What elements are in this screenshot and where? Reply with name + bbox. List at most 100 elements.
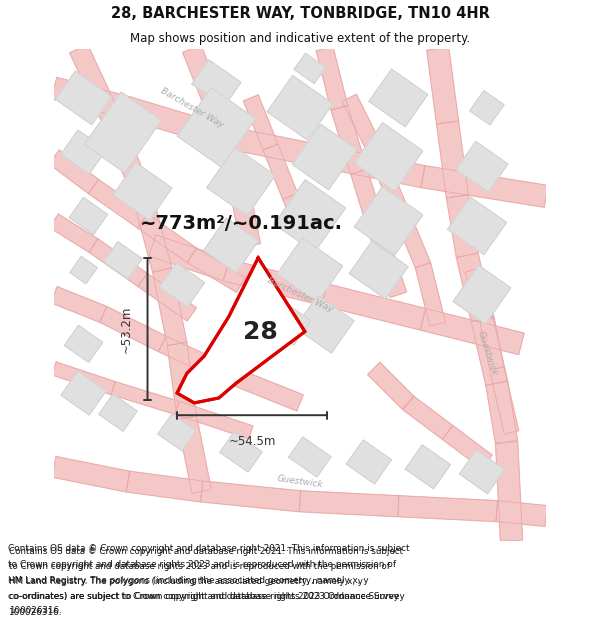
Polygon shape [177, 258, 305, 403]
Polygon shape [471, 317, 508, 386]
Polygon shape [244, 95, 278, 150]
Polygon shape [50, 214, 98, 253]
Text: Contains OS data © Crown copyright and database right 2021. This information is : Contains OS data © Crown copyright and d… [9, 548, 403, 556]
Polygon shape [367, 144, 406, 209]
Polygon shape [70, 44, 122, 127]
Polygon shape [294, 53, 326, 84]
Text: 100026316.: 100026316. [8, 608, 61, 617]
Text: ~773m²/~0.191ac.: ~773m²/~0.191ac. [140, 214, 343, 233]
Polygon shape [133, 194, 172, 272]
Polygon shape [427, 48, 458, 124]
Polygon shape [177, 416, 211, 493]
Polygon shape [232, 194, 260, 248]
Polygon shape [100, 307, 166, 352]
Polygon shape [158, 336, 230, 381]
Polygon shape [52, 362, 115, 394]
Polygon shape [415, 263, 445, 326]
Polygon shape [61, 371, 106, 415]
Text: to Crown copyright and database rights 2023 and is reproduced with the permissio: to Crown copyright and database rights 2… [9, 562, 390, 571]
Polygon shape [496, 501, 547, 526]
Polygon shape [223, 366, 303, 411]
Text: ~53.2m: ~53.2m [120, 306, 133, 352]
Polygon shape [204, 218, 259, 273]
Polygon shape [167, 342, 197, 419]
Polygon shape [490, 367, 518, 434]
Polygon shape [202, 95, 236, 150]
Polygon shape [160, 263, 205, 307]
Polygon shape [138, 273, 196, 321]
Polygon shape [289, 437, 331, 477]
Polygon shape [220, 432, 262, 472]
Polygon shape [175, 401, 253, 439]
Polygon shape [51, 287, 106, 322]
Polygon shape [448, 197, 506, 254]
Polygon shape [368, 362, 414, 409]
Polygon shape [263, 144, 298, 199]
Polygon shape [322, 284, 425, 330]
Polygon shape [299, 491, 399, 517]
Polygon shape [316, 47, 348, 110]
Polygon shape [391, 203, 430, 268]
Text: co-ordinates) are subject to Crown copyright and database rights 2023 Ordnance S: co-ordinates) are subject to Crown copyr… [9, 592, 399, 601]
Polygon shape [104, 119, 152, 200]
Polygon shape [127, 471, 203, 502]
Polygon shape [456, 141, 508, 192]
Text: 28: 28 [243, 319, 278, 344]
Polygon shape [354, 187, 423, 255]
Polygon shape [137, 214, 197, 262]
Text: Barchester Way: Barchester Way [158, 86, 225, 129]
Polygon shape [217, 144, 250, 199]
Polygon shape [113, 162, 172, 220]
Polygon shape [158, 414, 196, 451]
Text: Map shows position and indicative extent of the property.: Map shows position and indicative extent… [130, 31, 470, 44]
Polygon shape [152, 268, 187, 346]
Polygon shape [460, 450, 505, 494]
Polygon shape [354, 122, 423, 191]
Polygon shape [457, 253, 493, 322]
Polygon shape [346, 440, 391, 484]
Text: HM Land Registry. The polygons (including the associated geometry, namely x, y: HM Land Registry. The polygons (includin… [9, 577, 363, 586]
Text: Contains OS data © Crown copyright and database right 2021. This information is : Contains OS data © Crown copyright and d… [8, 544, 409, 553]
Polygon shape [125, 97, 229, 148]
Polygon shape [421, 166, 548, 208]
Polygon shape [51, 78, 131, 119]
Polygon shape [295, 296, 354, 353]
Polygon shape [349, 241, 408, 299]
Polygon shape [99, 394, 137, 431]
Polygon shape [182, 45, 221, 102]
Polygon shape [277, 238, 343, 302]
Polygon shape [496, 442, 523, 541]
Text: ~54.5m: ~54.5m [229, 435, 276, 448]
Polygon shape [342, 94, 381, 151]
Polygon shape [70, 198, 107, 234]
Polygon shape [224, 259, 327, 306]
Polygon shape [89, 239, 147, 286]
Polygon shape [85, 92, 161, 172]
Polygon shape [479, 318, 504, 370]
Polygon shape [403, 396, 453, 439]
Polygon shape [283, 193, 317, 249]
Polygon shape [446, 194, 478, 257]
Polygon shape [442, 426, 492, 469]
Polygon shape [371, 233, 407, 298]
Polygon shape [192, 60, 241, 106]
Text: Barchester Way: Barchester Way [266, 276, 334, 314]
Polygon shape [207, 148, 275, 216]
Text: HM Land Registry. The polygons (including the associated geometry, namely x, y: HM Land Registry. The polygons (includin… [8, 576, 368, 585]
Polygon shape [56, 71, 112, 125]
Polygon shape [322, 146, 425, 188]
Polygon shape [437, 121, 469, 198]
Text: to Crown copyright and database rights 2023 and is reproduced with the permissio: to Crown copyright and database rights 2… [8, 560, 396, 569]
Polygon shape [406, 445, 451, 489]
Text: co-ordinates) are subject to Crown copyright and database rights 2023 Ordnance S: co-ordinates) are subject to Crown copyr… [8, 592, 404, 601]
Text: 28, BARCHESTER WAY, TONBRIDGE, TN10 4HR: 28, BARCHESTER WAY, TONBRIDGE, TN10 4HR [110, 6, 490, 21]
Polygon shape [177, 88, 256, 167]
Polygon shape [453, 265, 511, 324]
Polygon shape [369, 69, 428, 127]
Polygon shape [49, 150, 98, 193]
Polygon shape [224, 126, 327, 168]
Polygon shape [61, 130, 106, 174]
Text: Guestwick: Guestwick [276, 474, 324, 489]
Polygon shape [267, 76, 333, 140]
Polygon shape [64, 326, 103, 362]
